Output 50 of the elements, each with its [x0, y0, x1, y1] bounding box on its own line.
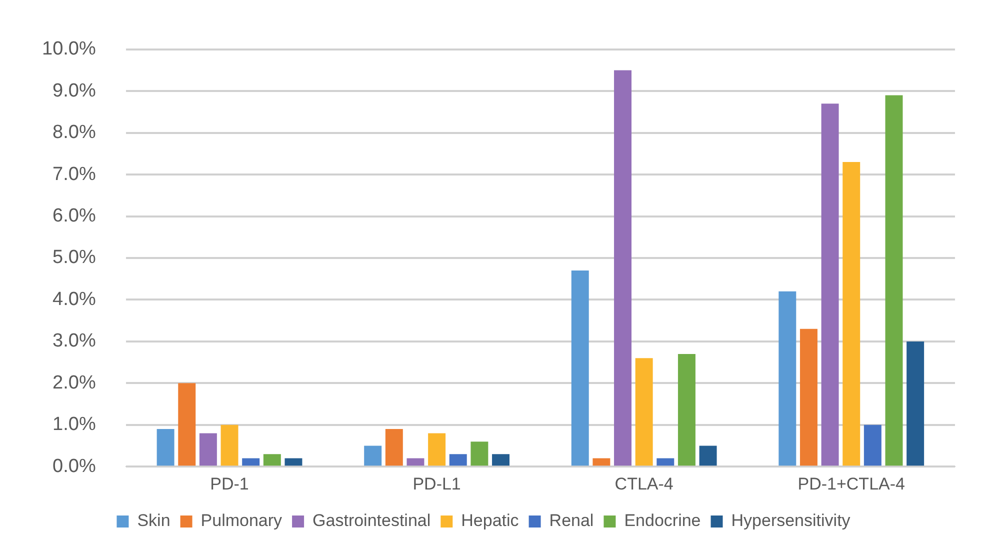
bar [449, 454, 467, 466]
y-tick-label: 0.0% [52, 456, 96, 477]
bar [592, 458, 610, 466]
bar [864, 424, 882, 466]
bar [263, 454, 281, 466]
bar [156, 429, 174, 466]
bar [614, 70, 632, 466]
x-tick-label: PD-1 [210, 474, 249, 494]
x-tick-label: PD-1+CTLA-4 [798, 474, 905, 494]
y-tick-label: 2.0% [52, 372, 96, 394]
bar [778, 291, 796, 466]
legend-label: Renal [549, 511, 594, 530]
bar [678, 354, 696, 466]
y-tick-label: 1.0% [52, 414, 96, 436]
x-tick-label: PD-L1 [412, 474, 461, 494]
bar [699, 446, 717, 466]
bar [178, 383, 196, 466]
bar [406, 458, 424, 466]
y-tick-label: 6.0% [52, 206, 96, 227]
y-tick-label: 4.0% [52, 288, 96, 310]
bar [800, 328, 818, 466]
y-tick-label: 8.0% [52, 122, 96, 144]
y-tick-label: 3.0% [52, 330, 96, 352]
legend-label: Skin [137, 511, 170, 530]
bar [635, 358, 653, 466]
bar [656, 458, 674, 466]
legend-label: Gastrointestinal [312, 511, 431, 530]
bar [571, 270, 589, 466]
bar [220, 424, 238, 466]
bar [906, 341, 924, 466]
y-tick-label: 10.0% [42, 38, 96, 60]
bar [242, 458, 260, 466]
y-tick-label: 5.0% [52, 247, 96, 268]
bar [821, 104, 839, 466]
legend-label: Hepatic [461, 511, 520, 530]
legend-label: Pulmonary [200, 511, 283, 530]
bar [364, 446, 382, 466]
bar [470, 442, 488, 466]
bar [385, 429, 403, 466]
bar [492, 454, 510, 466]
bar [284, 458, 302, 466]
legend-label: Hypersensitivity [731, 511, 851, 530]
legend-label: Endocrine [624, 511, 701, 530]
y-tick-label: 9.0% [52, 80, 96, 102]
bar [842, 162, 860, 466]
bar [885, 95, 903, 466]
x-tick-label: CTLA-4 [614, 474, 674, 494]
bar [428, 433, 446, 466]
bar [199, 433, 217, 466]
y-tick-label: 7.0% [52, 164, 96, 185]
